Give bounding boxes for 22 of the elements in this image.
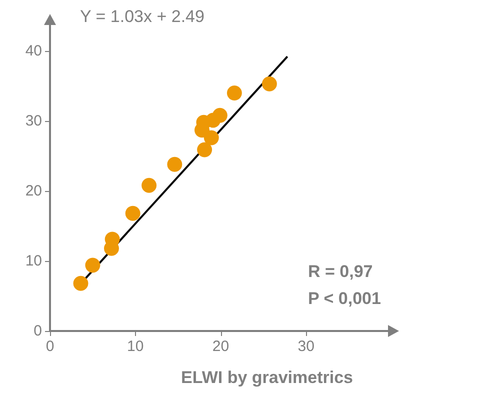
point <box>125 206 140 221</box>
point <box>197 142 212 158</box>
point <box>167 156 182 172</box>
point <box>262 76 277 92</box>
x-tick-label: 0 <box>46 338 54 355</box>
point <box>142 178 157 193</box>
x-tick-label: 20 <box>212 338 230 355</box>
annotation: R = 0,97 <box>308 262 373 281</box>
point <box>212 108 228 123</box>
y-tick-label: 10 <box>25 252 42 270</box>
x-tick-label: 30 <box>298 338 314 355</box>
y-tick-label: 20 <box>25 182 42 200</box>
y-tick-label: 40 <box>25 42 42 60</box>
y-tick-label: 30 <box>25 112 42 130</box>
x-axis-title: ELWI by gravimetrics <box>181 368 353 387</box>
annotation: P < 0,001 <box>308 289 381 308</box>
point <box>226 86 242 100</box>
x-tick-label: 10 <box>127 338 144 355</box>
y-tick-label: 0 <box>34 322 42 340</box>
point <box>85 258 100 273</box>
text: Y = 1.03x + 2.49 <box>80 7 204 26</box>
point <box>73 276 88 291</box>
